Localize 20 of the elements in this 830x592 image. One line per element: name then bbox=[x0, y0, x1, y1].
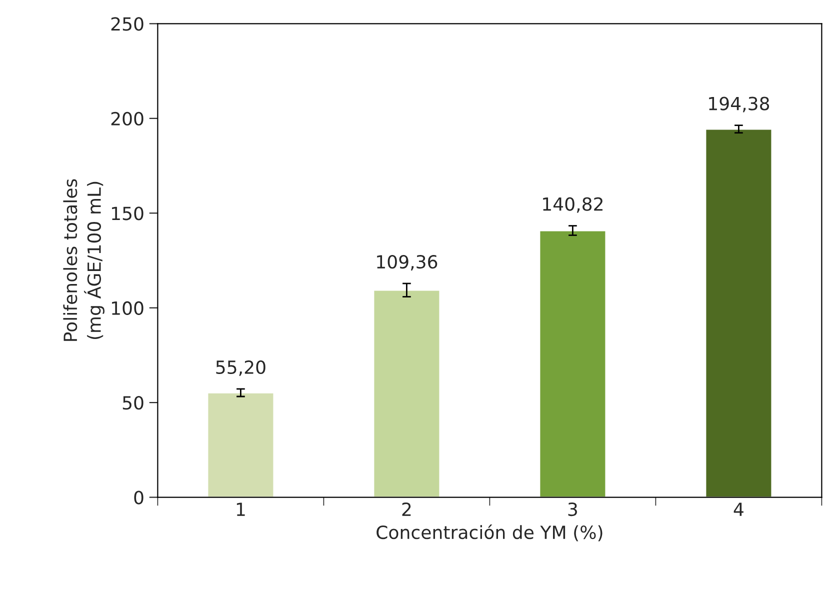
x-tick-label: 1 bbox=[236, 502, 245, 516]
data-label: 194,38 bbox=[709, 96, 770, 112]
y-tick-label: 250 bbox=[111, 17, 144, 31]
y-tick-label: 200 bbox=[111, 112, 144, 126]
y-axis-title: Polifenoles totales (mg ÁGE/100 mL) bbox=[63, 179, 104, 341]
x-tick-label: 4 bbox=[734, 502, 744, 516]
x-tick-label: 2 bbox=[402, 502, 411, 516]
y-tick-label: 150 bbox=[112, 206, 144, 220]
data-label: 109,36 bbox=[377, 254, 438, 270]
bar bbox=[206, 392, 275, 498]
y-tick-label: 0 bbox=[134, 490, 144, 504]
data-label: 140,82 bbox=[543, 197, 602, 213]
bar bbox=[372, 289, 441, 498]
data-label: 55,20 bbox=[216, 360, 266, 376]
bar bbox=[538, 230, 607, 498]
y-tick-label: 100 bbox=[112, 301, 144, 315]
bar bbox=[704, 128, 773, 498]
y-tick-label: 50 bbox=[122, 396, 144, 410]
x-tick-label: 3 bbox=[568, 502, 577, 516]
x-axis-title: Concentración de YM (%) bbox=[376, 524, 602, 542]
